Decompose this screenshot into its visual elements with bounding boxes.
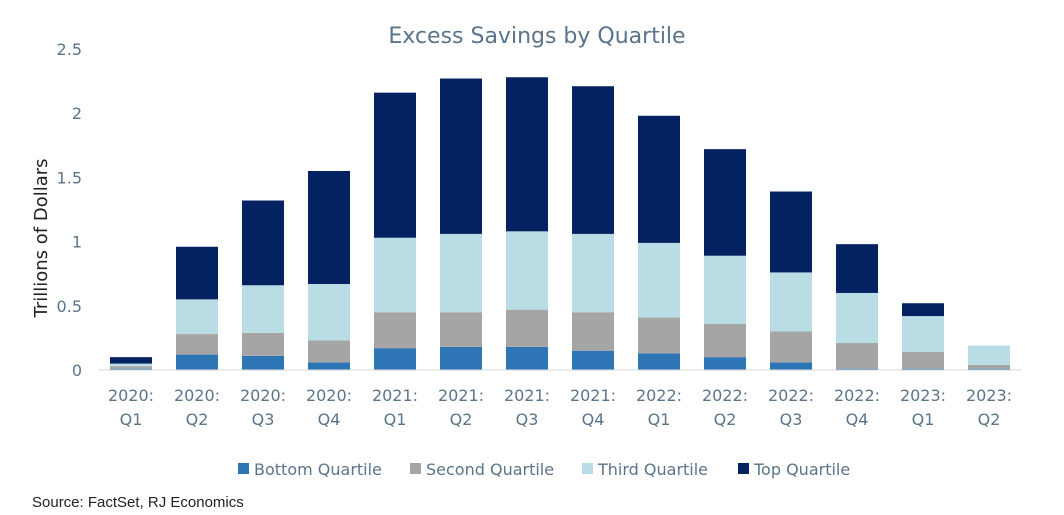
bar-segment-3 (176, 299, 218, 335)
bar-segment-4 (506, 77, 548, 232)
bar-segment-1 (110, 368, 152, 370)
legend-swatch (582, 463, 593, 474)
bars (110, 77, 1010, 370)
bar-segment-4 (176, 246, 218, 300)
source-note: Source: FactSet, RJ Economics (32, 494, 244, 511)
bar-segment-1 (968, 368, 1010, 370)
x-tick-label: 2020: Q4 (306, 386, 352, 429)
legend-swatch (738, 463, 749, 474)
bar-segment-1 (308, 362, 350, 370)
bar-segment-4 (242, 200, 284, 286)
bar-segment-2 (110, 366, 152, 369)
x-tick-label: 2020: Q3 (240, 386, 286, 429)
bar-segment-2 (374, 312, 416, 349)
bar-segment-1 (770, 362, 812, 370)
bar-segment-3 (110, 363, 152, 367)
bar-segment-3 (902, 316, 944, 353)
legend-label: Bottom Quartile (254, 460, 382, 479)
y-axis-ticks: 0 0.5 1 1.5 2 2.5 (57, 40, 82, 380)
bar-segment-4 (638, 115, 680, 243)
bar-segment-2 (704, 323, 746, 358)
legend-label: Third Quartile (597, 460, 708, 479)
bar-segment-2 (638, 317, 680, 354)
legend: Bottom Quartile Second Quartile Third Quar… (238, 460, 850, 479)
bar-segment-2 (902, 352, 944, 369)
bar-segment-3 (836, 292, 878, 344)
bar-segment-4 (308, 170, 350, 284)
bar-segment-4 (110, 357, 152, 364)
bar-segment-3 (638, 242, 680, 318)
x-tick-label: 2020: Q1 (108, 386, 154, 429)
bar-segment-4 (704, 149, 746, 256)
bar-segment-2 (176, 334, 218, 355)
legend-label: Second Quartile (426, 460, 554, 479)
x-tick-label: 2021: Q2 (438, 386, 484, 429)
x-tick-label: 2020: Q2 (174, 386, 220, 429)
bar-segment-2 (770, 331, 812, 363)
bar-segment-1 (176, 354, 218, 370)
legend-label: Top Quartile (753, 460, 850, 479)
chart-title: Excess Savings by Quartile (388, 24, 685, 49)
y-tick-label: 1 (72, 233, 82, 252)
bar-segment-1 (704, 357, 746, 370)
bar-segment-1 (572, 350, 614, 370)
bar-segment-1 (374, 348, 416, 370)
legend-swatch (238, 463, 249, 474)
x-tick-label: 2022: Q1 (636, 386, 682, 429)
bar-segment-2 (440, 312, 482, 347)
legend-swatch (410, 463, 421, 474)
bar-segment-4 (440, 78, 482, 234)
bar-segment-2 (506, 309, 548, 347)
bar-segment-1 (836, 368, 878, 370)
x-tick-label: 2021: Q1 (372, 386, 418, 429)
bar-segment-4 (836, 244, 878, 293)
bar-segment-3 (440, 233, 482, 313)
bar-segment-4 (902, 303, 944, 317)
x-tick-label: 2022: Q2 (702, 386, 748, 429)
y-tick-label: 2.5 (57, 40, 82, 59)
y-tick-label: 2 (72, 104, 82, 123)
x-tick-label: 2023: Q1 (900, 386, 946, 429)
bar-segment-1 (242, 355, 284, 370)
y-tick-label: 0.5 (57, 297, 82, 316)
bar-segment-4 (770, 191, 812, 273)
bar-segment-2 (968, 364, 1010, 369)
bar-segment-3 (704, 255, 746, 324)
bar-segment-1 (440, 346, 482, 370)
bar-segment-4 (374, 92, 416, 238)
bar-segment-1 (902, 368, 944, 370)
x-tick-label: 2021: Q4 (570, 386, 616, 429)
bar-segment-2 (308, 340, 350, 363)
x-axis-ticks: 2020: Q1 2020: Q2 2020: Q3 2020: Q4 2021: Q1 2021:… (108, 386, 1012, 429)
bar-segment-3 (770, 272, 812, 332)
y-axis-label: Trillions of Dollars (31, 158, 52, 318)
bar-segment-2 (572, 312, 614, 351)
bar-segment-3 (572, 233, 614, 313)
bar-segment-3 (506, 231, 548, 310)
x-tick-label: 2023: Q2 (966, 386, 1012, 429)
x-tick-label: 2021: Q3 (504, 386, 550, 429)
bar-segment-1 (638, 353, 680, 370)
x-tick-label: 2022: Q4 (834, 386, 880, 429)
bar-segment-2 (836, 343, 878, 369)
bar-segment-3 (308, 283, 350, 341)
y-tick-label: 0 (72, 361, 82, 380)
bar-segment-3 (968, 345, 1010, 365)
bar-segment-4 (572, 86, 614, 234)
y-tick-label: 1.5 (57, 168, 82, 187)
bar-segment-1 (506, 346, 548, 370)
bar-segment-2 (242, 332, 284, 356)
x-tick-label: 2022: Q3 (768, 386, 814, 429)
bar-segment-3 (242, 285, 284, 333)
bar-segment-3 (374, 237, 416, 313)
